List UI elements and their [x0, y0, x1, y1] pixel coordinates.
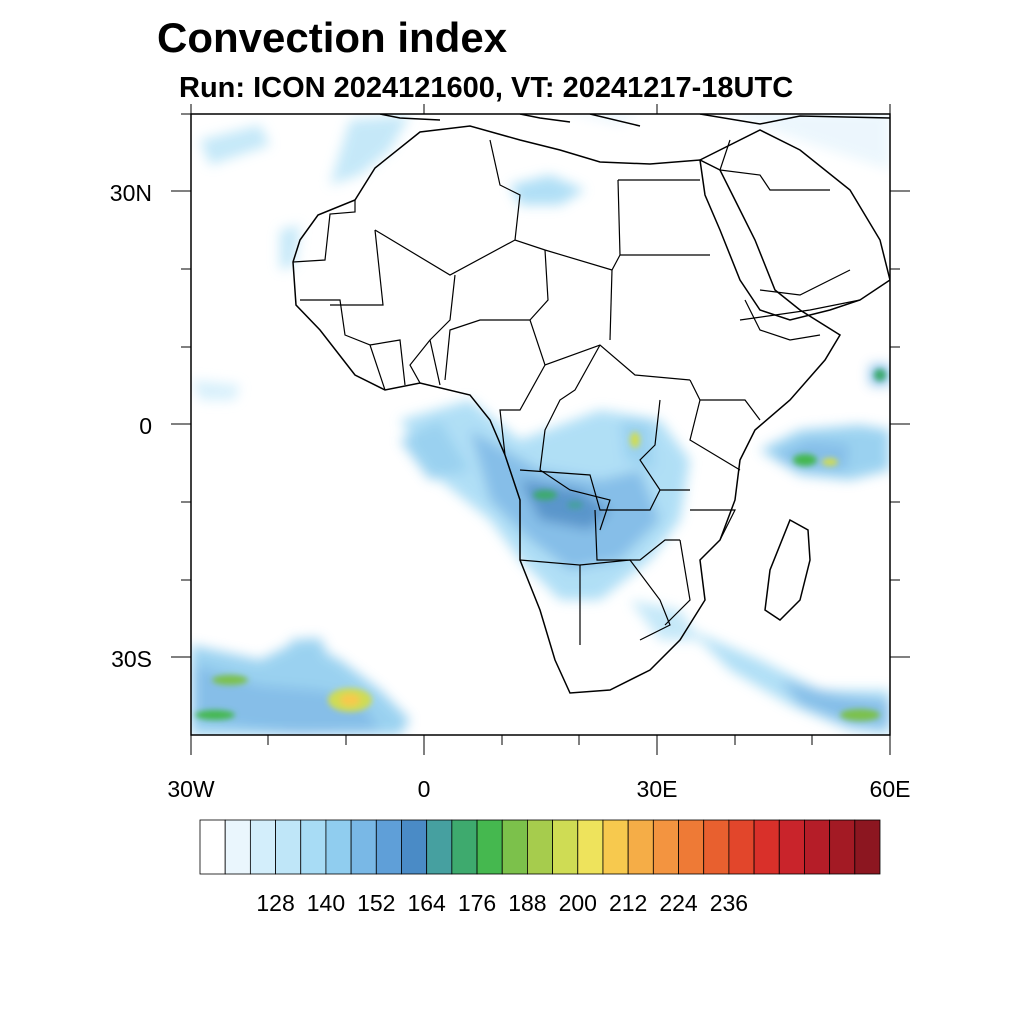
arabia-coastline	[699, 129, 890, 321]
colorbar-label: 236	[709, 890, 749, 916]
lat-label-30s: 30S	[111, 646, 152, 672]
lon-label-30w: 30W	[167, 776, 215, 802]
colorbar-swatch	[375, 819, 402, 875]
colorbar-swatch	[552, 819, 579, 875]
colorbar-swatch	[627, 819, 654, 875]
lon-label-30e: 30E	[636, 776, 678, 802]
colorbar-swatch	[602, 819, 629, 875]
colorbar-swatch	[728, 819, 755, 875]
colorbar-swatch	[401, 819, 428, 875]
colorbar-swatch	[829, 819, 856, 875]
colorbar-swatch	[325, 819, 352, 875]
country-borders	[292, 139, 861, 645]
colorbar-label: 188	[508, 890, 547, 916]
lat-label-0: 0	[139, 413, 152, 439]
colorbar-swatch	[678, 819, 705, 875]
colorbar-swatch	[224, 819, 251, 875]
colorbar-label: 212	[608, 890, 648, 916]
coastlines	[292, 114, 890, 694]
colorbar-label: 140	[306, 890, 346, 916]
colorbar-label: 152	[357, 890, 396, 916]
colorbar-swatch	[426, 819, 453, 875]
colorbar-swatch	[778, 819, 805, 875]
colorbar-swatch	[652, 819, 679, 875]
colorbar-label: 164	[407, 890, 446, 916]
colorbar-swatch	[527, 819, 553, 875]
colorbar-swatch	[501, 819, 528, 875]
africa-coastline	[292, 125, 842, 694]
colorbar-swatch	[199, 819, 226, 875]
colorbar-swatch	[451, 819, 478, 875]
lon-label-60e: 60E	[869, 776, 911, 802]
colorbar-swatch	[350, 819, 377, 875]
colorbar-swatch	[703, 819, 730, 875]
colorbar-swatch	[476, 819, 503, 875]
colorbar-swatch	[275, 819, 302, 875]
lat-label-30n: 30N	[109, 180, 152, 206]
lon-label-0: 0	[417, 776, 431, 802]
convection-field	[191, 114, 890, 735]
map-subtitle: Run: ICON 2024121600, VT: 20241217-18UTC	[179, 72, 794, 104]
colorbar-swatch	[804, 819, 831, 875]
colorbar-label: 200	[558, 890, 597, 916]
colorbar-swatch	[753, 819, 780, 875]
colorbar-swatch	[249, 819, 276, 875]
colorbar-label: 128	[256, 890, 295, 916]
map-title: Convection index	[157, 14, 508, 61]
colorbar-boxes	[199, 819, 881, 875]
colorbar-label: 224	[659, 890, 698, 916]
colorbar-swatch	[300, 819, 327, 875]
colorbar-label: 176	[457, 890, 497, 916]
europe-coastline	[379, 114, 890, 127]
madagascar-coastline	[764, 518, 811, 621]
colorbar-swatch	[854, 819, 881, 875]
colorbar-swatch	[577, 819, 604, 875]
axis-ticks	[171, 104, 910, 755]
